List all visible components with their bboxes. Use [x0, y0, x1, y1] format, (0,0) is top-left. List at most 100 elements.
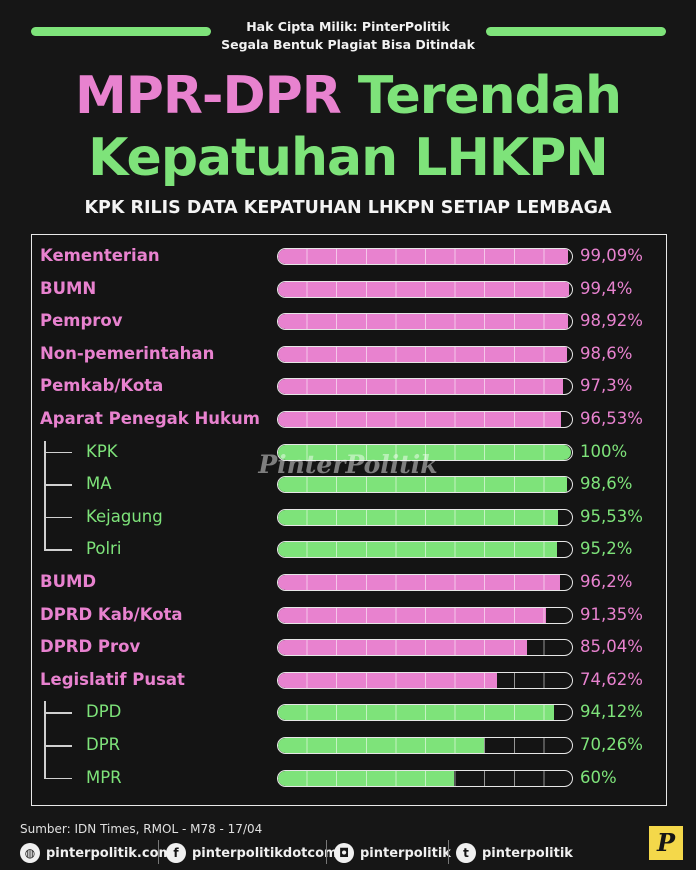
tree-connector	[44, 484, 72, 486]
twitter-text: pinterpolitik	[482, 845, 573, 861]
bar-track	[277, 313, 573, 331]
value-label: 99,4%	[580, 278, 633, 298]
pinterpolitik-logo: P	[649, 826, 683, 860]
bar-grid	[278, 607, 572, 623]
tree-connector	[44, 745, 72, 747]
category-label: DPRD Prov	[40, 637, 141, 657]
bar-row: Pemkab/Kota 97,3%	[0, 373, 696, 399]
category-label: DPD	[86, 702, 122, 722]
footer-divider	[448, 840, 449, 864]
bar-grid	[278, 444, 572, 460]
bar-row: MPR 60%	[0, 765, 696, 791]
bar-grid	[278, 640, 572, 656]
bar-grid	[278, 412, 572, 427]
bar-grid	[278, 770, 572, 786]
value-label: 98,92%	[580, 311, 643, 331]
category-label: BUMN	[40, 278, 97, 298]
tree-connector	[44, 516, 72, 519]
twitter-icon: t	[456, 843, 476, 863]
value-label: 94,12%	[580, 702, 643, 722]
bar-track	[277, 541, 573, 559]
twitter-link[interactable]: t pinterpolitik	[456, 842, 573, 864]
bar-track	[277, 476, 573, 494]
website-text: pinterpolitik.com	[46, 845, 173, 861]
bar-row: Legislatif Pusat 74,62%	[0, 667, 696, 693]
bar-track	[277, 280, 573, 298]
copyright-line-1: Hak Cipta Milik: PinterPolitik	[246, 19, 450, 34]
tree-connector	[44, 712, 72, 714]
bar-grid	[278, 575, 572, 590]
instagram-icon: ◘	[334, 843, 354, 863]
bar-track	[277, 574, 573, 591]
bar-track	[277, 248, 573, 265]
category-label: Pemprov	[40, 311, 123, 331]
value-label: 100%	[580, 441, 628, 461]
category-label: Legislatif Pusat	[40, 669, 185, 689]
tree-connector	[44, 549, 72, 551]
value-label: 96,53%	[580, 409, 643, 428]
tree-vertical-line	[44, 440, 46, 551]
bar-row: KPK 100%	[0, 439, 696, 465]
copyright: Hak Cipta Milik: PinterPolitik Segala Be…	[0, 18, 696, 54]
tree-connector	[44, 451, 72, 454]
bar-row: MA 98,6%	[0, 471, 696, 497]
website-link[interactable]: ◍ pinterpolitik.com	[20, 842, 172, 864]
value-label: 95,2%	[580, 539, 633, 559]
tree-connector	[44, 777, 72, 780]
instagram-link[interactable]: ◘ pinterpolitik	[334, 842, 451, 864]
bar-grid	[278, 249, 572, 264]
bar-grid	[278, 314, 572, 330]
value-label: 95,53%	[580, 506, 643, 526]
facebook-icon: f	[166, 843, 186, 863]
bar-track	[277, 639, 573, 657]
header-line-left	[31, 27, 211, 36]
category-label: BUMD	[40, 572, 97, 591]
tree-vertical-line	[44, 701, 46, 779]
bar-grid	[278, 672, 572, 688]
title-part-pink: MPR-DPR	[74, 66, 358, 126]
footer-divider	[158, 840, 159, 864]
bar-track	[277, 411, 573, 428]
bar-row: Polri 95,2%	[0, 536, 696, 562]
bar-grid	[278, 542, 572, 558]
value-label: 60%	[580, 767, 617, 787]
bar-row: DPRD Prov 85,04%	[0, 634, 696, 660]
bar-track	[277, 704, 573, 722]
value-label: 85,04%	[580, 637, 643, 657]
category-label: DPRD Kab/Kota	[40, 604, 183, 624]
value-label: 91,35%	[580, 604, 643, 624]
category-label: Pemkab/Kota	[40, 376, 164, 396]
value-label: 98,6%	[580, 474, 633, 494]
header-line-right	[486, 27, 666, 36]
category-label: Non-pemerintahan	[40, 343, 215, 363]
bar-track	[277, 737, 573, 754]
value-label: 74,62%	[580, 669, 643, 689]
title-line-1: MPR-DPR Terendah	[0, 66, 696, 126]
bar-track	[277, 769, 573, 787]
bar-grid	[278, 477, 572, 493]
bar-grid	[278, 346, 572, 362]
bar-track	[277, 345, 573, 363]
bar-row: Aparat Penegak Hukum 96,53%	[0, 406, 696, 432]
bar-grid	[278, 705, 572, 721]
bar-grid	[278, 509, 572, 525]
category-label: Aparat Penegak Hukum	[40, 409, 260, 428]
title-line-2: Kepatuhan LHKPN	[88, 128, 609, 188]
category-label: KPK	[86, 441, 118, 461]
category-label: MA	[86, 474, 112, 494]
instagram-text: pinterpolitik	[360, 845, 451, 861]
bar-row: BUMN 99,4%	[0, 276, 696, 302]
facebook-link[interactable]: f pinterpolitikdotcom	[166, 842, 338, 864]
bar-row: DPR 70,26%	[0, 732, 696, 758]
category-label: Kejagung	[86, 506, 163, 526]
category-label: Polri	[86, 539, 122, 559]
watermark: PinterPolitik	[258, 450, 438, 479]
bar-track	[277, 443, 573, 461]
bar-track	[277, 606, 573, 624]
copyright-line-2: Segala Bentuk Plagiat Bisa Ditindak	[221, 37, 475, 52]
bar-row: Kejagung 95,53%	[0, 504, 696, 530]
subtitle: KPK RILIS DATA KEPATUHAN LHKPN SETIAP LE…	[84, 198, 612, 218]
bar-grid	[278, 281, 572, 297]
title-part-green: Terendah	[357, 66, 622, 126]
bar-row: DPD 94,12%	[0, 699, 696, 725]
